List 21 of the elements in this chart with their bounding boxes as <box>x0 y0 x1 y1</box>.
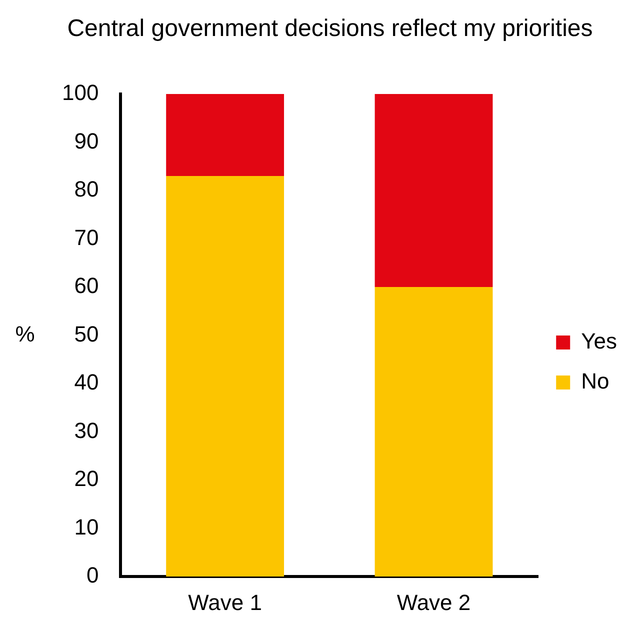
y-tick-label: 50 <box>74 321 99 346</box>
legend-label: Yes <box>581 328 617 354</box>
y-tick-label: 70 <box>74 224 99 250</box>
x-tick-label: Wave 2 <box>396 590 471 615</box>
y-tick-label: 90 <box>74 128 99 154</box>
y-tick-label: 10 <box>74 514 99 540</box>
bar <box>374 287 493 577</box>
chart-title: Central government decisions reflect my priorities <box>66 14 594 44</box>
bar <box>166 176 284 577</box>
legend-label: No <box>581 368 610 394</box>
bar <box>166 94 284 176</box>
y-tick-label: 40 <box>74 370 99 395</box>
y-tick-label: 100 <box>62 80 99 106</box>
y-tick-label: 80 <box>74 176 99 202</box>
y-tick-label: 30 <box>74 418 99 443</box>
y-axis-title: % <box>15 321 35 346</box>
x-tick-label: Wave 1 <box>188 590 262 615</box>
y-tick-label: 20 <box>74 466 99 492</box>
y-tick-label: 60 <box>74 273 99 298</box>
bar <box>374 94 493 288</box>
y-tick-label: 0 <box>86 562 99 588</box>
